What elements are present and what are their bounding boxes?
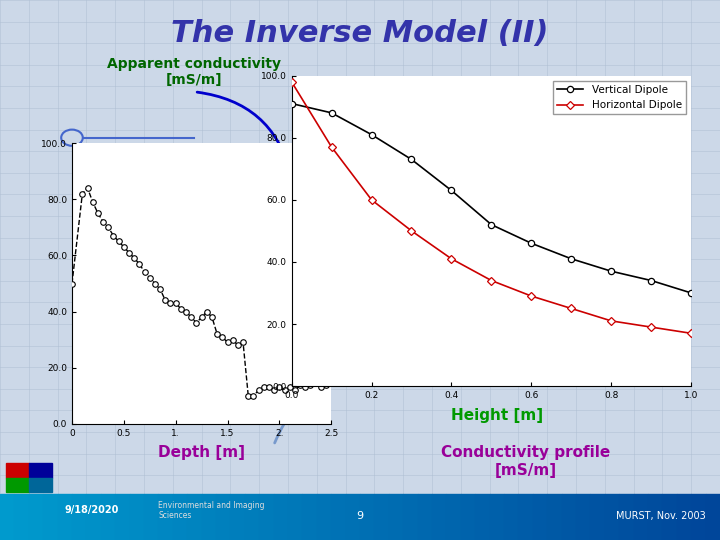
Bar [504,494,518,540]
Bar [29,463,52,477]
Bar [130,494,144,540]
Bar [475,494,490,540]
Bar [562,494,576,540]
Bar [648,494,662,540]
Bar [72,494,86,540]
Text: Conductivity profile
[mS/m]: Conductivity profile [mS/m] [441,446,611,478]
Bar [202,494,216,540]
Bar [389,494,403,540]
Bar [677,494,691,540]
Line: Vertical Dipole: Vertical Dipole [289,100,694,296]
Bar [302,494,317,540]
Bar [446,494,461,540]
Vertical Dipole [607,268,616,274]
Bar [662,494,677,540]
Horizontal Dipole [447,255,456,262]
Vertical Dipole [687,290,696,296]
Horizontal Dipole [328,144,336,150]
Bar [158,494,173,540]
Vertical Dipole [287,100,296,107]
Bar [634,494,648,540]
Horizontal Dipole [647,324,656,330]
Bar [461,494,475,540]
Bar [403,494,418,540]
Line: Horizontal Dipole: Horizontal Dipole [289,79,694,336]
Bar [216,494,230,540]
Text: MURST, Nov. 2003: MURST, Nov. 2003 [616,511,706,521]
Bar [245,494,259,540]
Bar [331,494,346,540]
Bar [6,478,29,492]
Bar [43,494,58,540]
Text: The Inverse Model (II): The Inverse Model (II) [171,19,549,48]
Bar [288,494,302,540]
Text: Depth [m]: Depth [m] [158,446,245,461]
Bar [230,494,245,540]
Bar [374,494,389,540]
Vertical Dipole [328,110,336,116]
Vertical Dipole [408,156,416,163]
Bar [691,494,706,540]
Bar [518,494,533,540]
Horizontal Dipole [408,228,416,234]
Horizontal Dipole [607,318,616,324]
Bar [6,463,29,477]
Bar [346,494,360,540]
Bar [259,494,274,540]
Vertical Dipole [527,240,536,246]
Bar [576,494,590,540]
Bar [605,494,619,540]
Horizontal Dipole [527,293,536,299]
Bar [14,494,29,540]
Bar [144,494,158,540]
Bar [274,494,288,540]
Bar [432,494,446,540]
Bar [187,494,202,540]
Horizontal Dipole [287,79,296,85]
Vertical Dipole [647,278,656,284]
Text: Apparent conductivity
[mS/m]: Apparent conductivity [mS/m] [107,57,282,87]
Bar [619,494,634,540]
Vertical Dipole [487,221,496,228]
Vertical Dipole [567,255,576,262]
Horizontal Dipole [687,330,696,336]
Bar [173,494,187,540]
Bar [86,494,101,540]
Bar [490,494,504,540]
Vertical Dipole [447,187,456,194]
Bar [115,494,130,540]
Bar [58,494,72,540]
Bar [29,494,43,540]
Bar [533,494,547,540]
Bar [101,494,115,540]
Bar [29,478,52,492]
Bar [590,494,605,540]
Bar [547,494,562,540]
Bar [706,494,720,540]
Legend: Vertical Dipole, Horizontal Dipole: Vertical Dipole, Horizontal Dipole [553,81,686,114]
Text: 9: 9 [356,511,364,521]
Bar [0,494,14,540]
Bar [360,494,374,540]
Horizontal Dipole [367,197,376,203]
Text: Height [m]: Height [m] [451,408,543,423]
Horizontal Dipole [567,305,576,312]
Bar [317,494,331,540]
Horizontal Dipole [487,278,496,284]
Vertical Dipole [367,131,376,138]
Text: Environmental and Imaging
Sciences: Environmental and Imaging Sciences [158,501,265,520]
Bar [418,494,432,540]
Text: 9/18/2020: 9/18/2020 [65,505,120,515]
